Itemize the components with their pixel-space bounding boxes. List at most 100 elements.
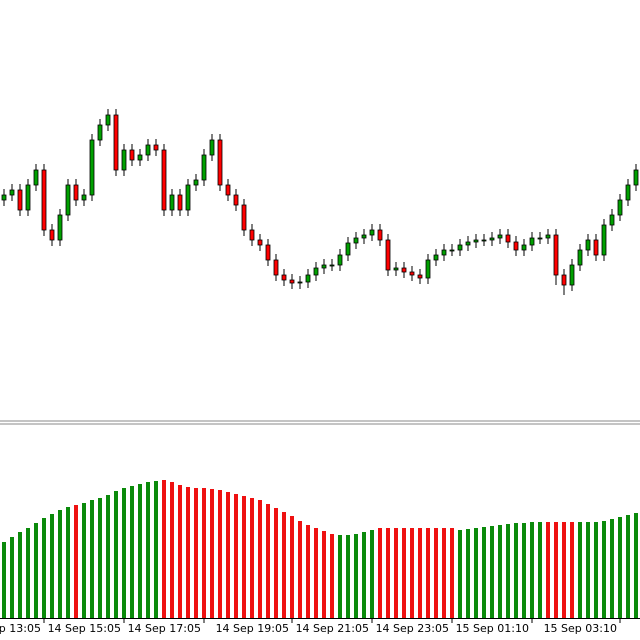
histogram-bar: [114, 491, 118, 618]
histogram-bar: [490, 526, 494, 618]
histogram-bar: [546, 522, 550, 618]
candle-body: [49, 229, 55, 241]
histogram-bar: [570, 522, 574, 618]
histogram-bar: [362, 532, 366, 618]
candle-body: [345, 242, 351, 256]
histogram-bar: [378, 528, 382, 618]
histogram-bar: [466, 529, 470, 618]
candle-body: [305, 274, 311, 283]
x-tick-label: 14 Sep 17:05: [128, 622, 201, 635]
candle-body: [561, 274, 567, 286]
candle-body: [273, 259, 279, 276]
histogram-bar: [626, 515, 630, 618]
histogram-bar: [234, 494, 238, 618]
candle-body: [65, 184, 71, 216]
histogram-bar: [538, 522, 542, 618]
candle-body: [409, 271, 415, 276]
candle-body: [433, 254, 439, 261]
candle-body: [145, 144, 151, 156]
candle-body: [209, 139, 215, 156]
candle-body: [25, 184, 31, 211]
histogram-bar: [242, 496, 246, 618]
histogram-bar: [66, 507, 70, 618]
histogram-bar: [610, 519, 614, 618]
candle-body: [33, 169, 39, 186]
histogram-bar: [450, 528, 454, 618]
candle-body: [401, 267, 407, 273]
histogram-bar: [130, 486, 134, 618]
candle-body: [473, 239, 479, 243]
x-tick-label: 14 Sep 21:05: [296, 622, 369, 635]
histogram-bar: [442, 528, 446, 618]
histogram-bar: [18, 532, 22, 618]
candle-body: [97, 124, 103, 141]
candle-body: [73, 184, 79, 201]
histogram-bar: [26, 528, 30, 618]
candle-body: [185, 184, 191, 211]
candle-body: [521, 244, 527, 251]
histogram-bar: [298, 521, 302, 618]
candle-body: [393, 267, 399, 271]
histogram-bar: [106, 495, 110, 618]
histogram-bar: [634, 513, 638, 618]
candle-body: [249, 229, 255, 241]
histogram-bar: [210, 489, 214, 618]
histogram-bar: [226, 492, 230, 618]
candle-body: [169, 194, 175, 211]
histogram-bar: [426, 528, 430, 618]
histogram-bar: [250, 498, 254, 618]
histogram-bar: [530, 522, 534, 618]
x-tick-label: 14 Sep 19:05: [216, 622, 289, 635]
histogram-bar: [386, 528, 390, 618]
histogram-bar: [2, 542, 6, 618]
histogram-bar: [346, 535, 350, 618]
candle-body: [481, 239, 487, 242]
candle-body: [497, 234, 503, 239]
candle-body: [225, 184, 231, 196]
histogram-bar: [170, 482, 174, 618]
candle-body: [361, 234, 367, 239]
candle-body: [241, 204, 247, 231]
histogram-bar: [514, 523, 518, 618]
candle-body: [633, 169, 639, 186]
histogram-bar: [410, 528, 414, 618]
candle-body: [417, 274, 423, 279]
histogram-bar: [138, 484, 142, 618]
candle-body: [449, 249, 455, 252]
histogram-bar: [330, 534, 334, 618]
candle-body: [17, 189, 23, 211]
candle-body: [577, 249, 583, 266]
histogram-bar: [602, 521, 606, 618]
candle-body: [425, 259, 431, 279]
candle-body: [257, 239, 263, 246]
candle-body: [609, 214, 615, 226]
candle-body: [121, 149, 127, 171]
histogram-bar: [594, 522, 598, 618]
candle-body: [553, 234, 559, 276]
histogram-bar: [122, 488, 126, 618]
histogram-bar: [522, 523, 526, 618]
candle-body: [617, 199, 623, 216]
histogram-bar: [178, 485, 182, 618]
histogram-bar: [258, 500, 262, 618]
histogram-bar: [322, 531, 326, 618]
histogram-bar: [274, 508, 278, 618]
candle-body: [377, 229, 383, 241]
candle-body: [129, 149, 135, 161]
candle-body: [113, 114, 119, 171]
histogram-bar: [306, 525, 310, 618]
histogram-bar: [42, 518, 46, 618]
histogram-bar: [282, 512, 286, 618]
histogram-bar: [482, 527, 486, 618]
histogram-bar: [586, 522, 590, 618]
histogram-bar: [186, 487, 190, 618]
histogram-bar: [354, 534, 358, 618]
histogram-bar: [154, 481, 158, 618]
histogram-bar: [58, 510, 62, 618]
candle-body: [201, 154, 207, 181]
candle-body: [385, 239, 391, 271]
x-tick-label: 14 Sep 15:05: [48, 622, 121, 635]
histogram-bar: [90, 500, 94, 618]
